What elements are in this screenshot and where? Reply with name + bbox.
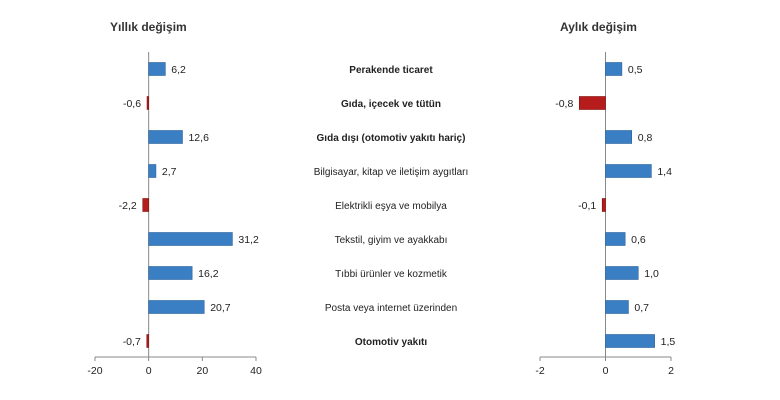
category-label: Gıda dışı (otomotiv yakıtı hariç) [317, 133, 466, 144]
bar [148, 130, 183, 144]
bar [605, 300, 629, 314]
bar [605, 334, 655, 348]
category-label: Otomotiv yakıtı [355, 337, 427, 348]
data-label: 1,0 [644, 268, 659, 280]
x-tick-label: 0 [146, 365, 152, 377]
bar [605, 62, 623, 76]
bar [148, 300, 205, 314]
bar [148, 232, 233, 246]
data-label: 1,4 [657, 166, 672, 178]
bar [146, 96, 149, 110]
category-labels: Perakende ticaret Gıda, içecek ve tütün Gı… [314, 65, 469, 348]
data-label: 16,2 [198, 268, 219, 280]
data-label: 6,2 [171, 64, 186, 76]
bar [605, 232, 626, 246]
bar [148, 266, 193, 280]
bar [148, 164, 157, 178]
bar [146, 334, 149, 348]
category-label: Posta veya internet üzerinden [325, 303, 457, 314]
bar [148, 62, 166, 76]
data-label: -0,7 [123, 336, 141, 348]
x-tick-label: -20 [87, 365, 102, 377]
bar [578, 96, 606, 110]
data-label: 2,7 [162, 166, 177, 178]
bar [601, 198, 606, 212]
annual-change-panel: Yıllık değişim -20 0 20 40 6,2 -0,6 12,6 2,7 -2,2… [87, 20, 262, 377]
category-label: Elektrikli eşya ve mobilya [335, 201, 447, 212]
data-label: 12,6 [188, 132, 209, 144]
panel-title: Aylık değişim [560, 20, 637, 34]
data-label: -0,6 [123, 98, 141, 110]
data-label: -2,2 [119, 200, 137, 212]
data-label: 0,7 [634, 302, 649, 314]
x-tick-label: -2 [535, 365, 544, 377]
monthly-change-panel: Aylık değişim -2 0 2 0,5 -0,8 0,8 1,4 -0,1 0,6 1,0… [535, 20, 675, 377]
data-label: 0,8 [638, 132, 653, 144]
category-label: Gıda, içecek ve tütün [341, 99, 441, 110]
bar [605, 130, 633, 144]
data-label: 1,5 [661, 336, 676, 348]
category-label: Perakende ticaret [349, 65, 433, 76]
x-tick-label: 2 [668, 365, 674, 377]
category-label: Tekstil, giyim ve ayakkabı [335, 235, 448, 246]
data-label: 31,2 [238, 234, 259, 246]
data-label: -0,1 [578, 200, 596, 212]
category-label: Bilgisayar, kitap ve iletişim aygıtları [314, 167, 469, 178]
panel-title: Yıllık değişim [110, 20, 187, 34]
data-label: -0,8 [555, 98, 573, 110]
data-label: 20,7 [210, 302, 231, 314]
bar [605, 164, 652, 178]
bar [605, 266, 639, 280]
bar [142, 198, 149, 212]
x-tick-label: 20 [196, 365, 208, 377]
data-label: 0,6 [631, 234, 646, 246]
data-label: 0,5 [628, 64, 643, 76]
x-tick-label: 0 [603, 365, 609, 377]
category-label: Tıbbi ürünler ve kozmetik [335, 269, 448, 280]
x-tick-label: 40 [250, 365, 262, 377]
